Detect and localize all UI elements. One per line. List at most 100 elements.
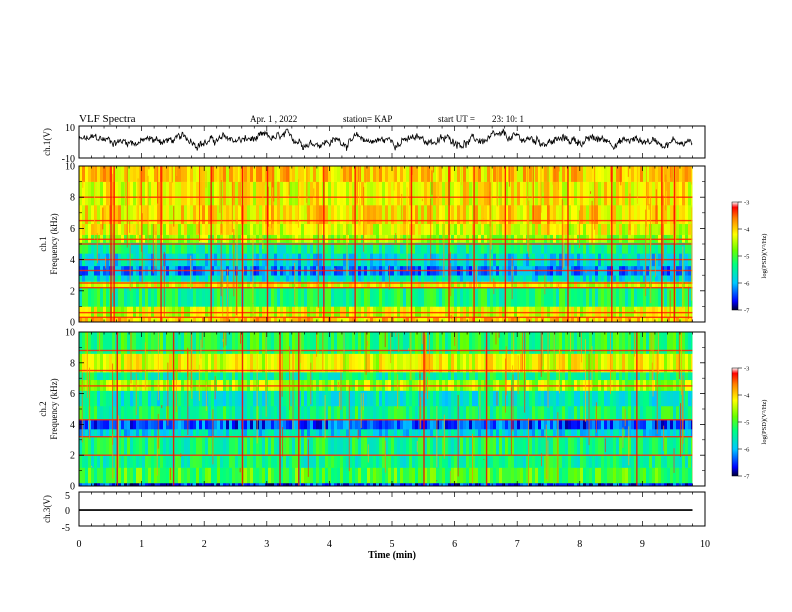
spectrogram-cell — [658, 317, 662, 322]
spectrogram-cell — [559, 436, 563, 456]
spectrogram-cell — [670, 405, 674, 421]
spectrogram-cell — [205, 317, 209, 322]
spectrogram-cell — [337, 436, 341, 456]
spectrogram-cell — [370, 419, 374, 430]
spectrogram-cell — [199, 205, 203, 225]
spectrogram-cell — [133, 166, 137, 182]
spectrogram-line — [79, 286, 693, 289]
spectrogram-cell — [397, 223, 401, 235]
spectrogram-cell — [178, 467, 182, 484]
spectrogram-cell — [151, 419, 155, 430]
spectrogram-cell — [643, 467, 647, 484]
spectrogram-cell — [523, 482, 527, 486]
spectrogram-cell — [400, 405, 404, 421]
spectrogram-cell — [409, 419, 413, 430]
spectrogram-cell — [592, 205, 596, 225]
spectrogram-cell — [376, 405, 380, 421]
spectrogram-cell — [295, 455, 299, 468]
spectrogram-cell — [373, 317, 377, 322]
spectrogram-cell — [508, 317, 512, 322]
spectrogram-cell — [187, 372, 191, 381]
spectrogram-streak — [433, 166, 435, 173]
spectrogram-cell — [352, 166, 356, 182]
spectrogram-cell — [313, 281, 317, 288]
spectrogram-cell — [292, 455, 296, 468]
spectrogram-cell — [118, 281, 122, 288]
spectrogram-cell — [649, 436, 653, 456]
spectrogram-cell — [631, 390, 635, 407]
spectrogram-cell — [292, 482, 296, 486]
spectrogram-cell — [508, 287, 512, 307]
spectrogram-cell — [145, 390, 149, 407]
spectrogram-cell — [175, 223, 179, 235]
spectrogram-cell — [91, 223, 95, 235]
spectrogram-cell — [187, 429, 191, 438]
spectrogram-cell — [688, 287, 692, 307]
spectrogram-cell — [490, 436, 494, 456]
spectrogram-streak — [531, 166, 533, 199]
spectrogram-cell — [181, 166, 185, 182]
spectrogram-cell — [559, 275, 563, 282]
spectrogram-cell — [643, 390, 647, 407]
spectrogram-cell — [445, 405, 449, 421]
spectrogram-cell — [211, 287, 215, 307]
spectrogram-cell — [601, 166, 605, 182]
spectrogram-cell — [118, 436, 122, 456]
spectrogram-cell — [520, 467, 524, 484]
spectrogram-cell — [661, 482, 665, 486]
spectrogram-streak — [267, 186, 269, 227]
spectrogram-cell — [169, 372, 173, 381]
spectrogram-cell — [505, 181, 509, 206]
spectrogram-cell — [181, 405, 185, 421]
spectrogram-cell — [460, 181, 464, 206]
spectrogram-burst — [210, 166, 212, 322]
spectrogram-cell — [121, 317, 125, 322]
spectrogram-cell — [676, 390, 680, 407]
spectrogram-cell — [502, 436, 506, 456]
spectrogram-cell — [682, 467, 686, 484]
spectrogram-cell — [223, 223, 227, 235]
spectrogram-cell — [301, 317, 305, 322]
spectrogram-cell — [298, 405, 302, 421]
spectrogram-cell — [415, 223, 419, 235]
spectrogram-cell — [331, 429, 335, 438]
spectrogram-cell — [223, 372, 227, 381]
spectrogram-cell — [214, 242, 218, 254]
spectrogram-cell — [154, 436, 158, 456]
spectrogram-cell — [622, 419, 626, 430]
spectrogram-cell — [178, 317, 182, 322]
spectrogram-cell — [559, 405, 563, 421]
spectrogram-cell — [163, 405, 167, 421]
spectrogram-cell — [121, 455, 125, 468]
spectrogram-cell — [349, 405, 353, 421]
spectrogram-cell — [238, 181, 242, 206]
spectrogram-cell — [607, 181, 611, 206]
spectrogram-cell — [322, 390, 326, 407]
spectrogram-cell — [283, 467, 287, 484]
spectrogram-cell — [262, 436, 266, 456]
spectrogram-cell — [79, 390, 83, 407]
spectrogram-cell — [643, 166, 647, 182]
spectrogram-cell — [97, 467, 101, 484]
spectrogram-cell — [343, 317, 347, 322]
spectrogram-cell — [244, 405, 248, 421]
spectrogram-cell — [517, 281, 521, 288]
spectrogram-cell — [625, 166, 629, 182]
spectrogram-cell — [361, 281, 365, 288]
spectrogram-cell — [259, 223, 263, 235]
spectrogram-cell — [130, 429, 134, 438]
spectrogram-cell — [532, 281, 536, 288]
spectrogram-cell — [364, 281, 368, 288]
spectrogram-cell — [400, 467, 404, 484]
spectrogram-streak — [198, 222, 200, 234]
spectrogram-cell — [463, 467, 467, 484]
spectrogram-cell — [568, 317, 572, 322]
spectrogram-cell — [574, 467, 578, 484]
spectrogram-cell — [526, 275, 530, 282]
spectrogram-cell — [88, 205, 92, 225]
spectrogram-cell — [538, 287, 542, 307]
spectrogram-cell — [127, 166, 131, 182]
spectrogram-cell — [544, 181, 548, 206]
spectrogram-cell — [412, 281, 416, 288]
spectrogram-cell — [190, 205, 194, 225]
